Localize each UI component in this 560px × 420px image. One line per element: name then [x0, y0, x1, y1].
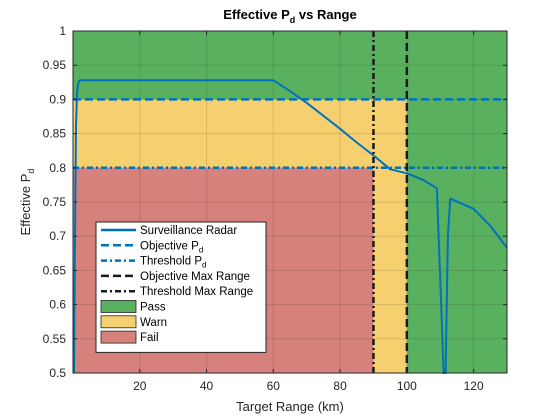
- legend-box: [95, 221, 267, 353]
- x-tick-label: 20: [133, 379, 147, 393]
- legend-label: Pass: [140, 302, 166, 314]
- y-tick-label: 0.85: [43, 127, 67, 141]
- x-tick-label: 100: [397, 379, 417, 393]
- y-tick-label: 0.95: [43, 58, 67, 72]
- y-tick-label: 1: [59, 24, 66, 38]
- y-tick-label: 0.75: [43, 195, 67, 209]
- legend: Surveillance Radar Objective Pd Threshold …: [95, 221, 267, 353]
- x-tick-label: 120: [464, 379, 484, 393]
- y-tick-label: 0.8: [49, 161, 66, 175]
- legend-swatch: [100, 300, 137, 313]
- y-tick-label: 0.7: [49, 229, 66, 243]
- y-tick-label: 0.5: [49, 366, 66, 380]
- legend-label: Fail: [140, 332, 159, 344]
- y-tick-label: 0.6: [49, 298, 66, 312]
- legend-label: Objective Pd: [140, 240, 203, 254]
- legend-label: Objective Max Range: [140, 271, 250, 283]
- legend-label: Warn: [140, 317, 167, 329]
- legend-swatch: [100, 330, 137, 344]
- legend-label: Threshold Pd: [140, 256, 206, 270]
- y-tick-label: 0.9: [49, 92, 66, 106]
- y-tick-label: 0.65: [43, 263, 67, 277]
- y-axis-label: Effective Pd: [18, 169, 36, 236]
- x-tick-label: 40: [200, 379, 214, 393]
- series-line: [73, 79, 508, 374]
- x-tick-label: 60: [267, 379, 281, 393]
- y-tick-label: 0.55: [43, 332, 67, 346]
- legend-label: Surveillance Radar: [140, 225, 237, 237]
- legend-swatch: [100, 315, 137, 329]
- x-tick-label: 80: [333, 379, 347, 393]
- chart-title: Effective Pd vs Range: [223, 7, 356, 25]
- x-axis-label: Target Range (km): [236, 399, 344, 414]
- legend-label: Threshold Max Range: [140, 286, 253, 298]
